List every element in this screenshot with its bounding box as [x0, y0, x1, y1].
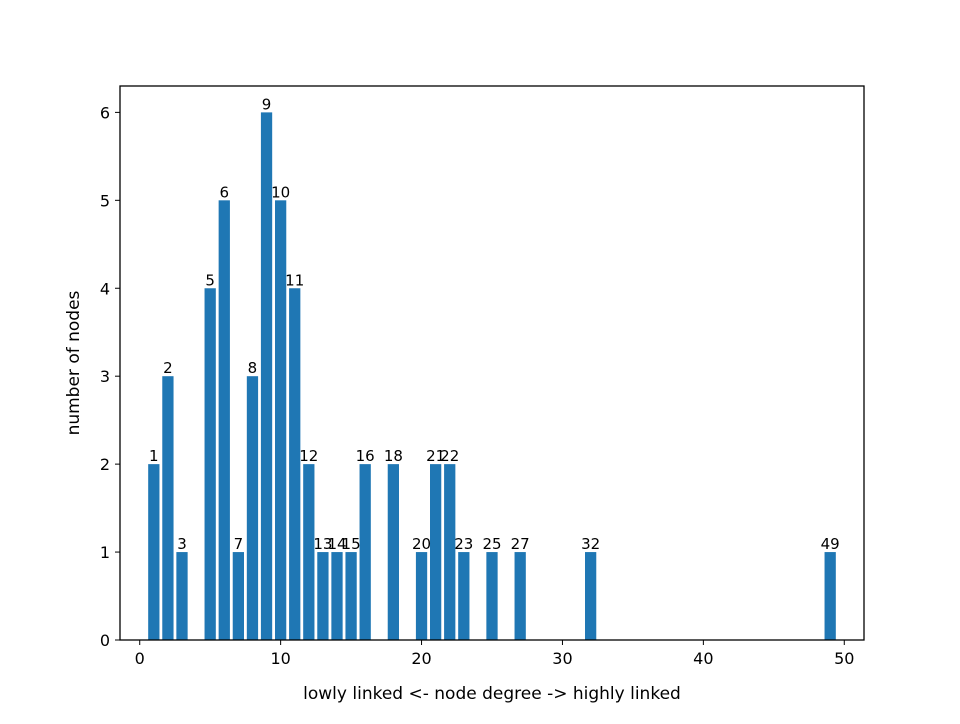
bar-value-label: 15	[342, 535, 361, 553]
bar	[387, 464, 399, 640]
bar	[176, 552, 188, 640]
plot-frame	[119, 85, 865, 641]
bar-value-label: 5	[205, 271, 215, 289]
x-axis-ticks: 0 10 20 30 40 50	[135, 640, 854, 668]
bar	[458, 552, 470, 640]
bar	[289, 288, 301, 640]
bar-value-label: 18	[384, 447, 403, 465]
bar-value-label: 25	[482, 535, 501, 553]
bar	[204, 288, 216, 640]
x-tick-label: 50	[834, 649, 854, 668]
bar-value-label: 49	[821, 535, 840, 553]
bar	[218, 200, 230, 641]
bar	[275, 200, 287, 641]
y-axis-title: number of nodes	[64, 290, 84, 435]
bar	[444, 464, 456, 640]
bars-layer	[148, 112, 836, 641]
bar	[585, 552, 597, 640]
bar-value-label: 14	[327, 535, 346, 553]
bar-value-label: 12	[299, 447, 318, 465]
bar	[317, 552, 329, 640]
y-tick-label: 1	[100, 543, 110, 562]
bar	[824, 552, 836, 640]
bar	[514, 552, 526, 640]
bar	[430, 464, 442, 640]
bar	[359, 464, 371, 640]
bar-value-label: 27	[511, 535, 530, 553]
y-tick-label: 5	[100, 191, 110, 210]
bar-value-label: 3	[177, 535, 187, 553]
bar-value-label: 22	[440, 447, 459, 465]
x-tick-label: 20	[411, 649, 431, 668]
x-tick-label: 30	[552, 649, 572, 668]
y-axis-ticks: 0 1 2 3 4 5 6	[100, 103, 120, 650]
bar	[162, 376, 174, 640]
x-tick-label: 10	[270, 649, 290, 668]
bar-value-label: 6	[219, 183, 229, 201]
bar-value-label: 2	[163, 359, 173, 377]
bar-value-label: 20	[412, 535, 431, 553]
bar-value-label: 7	[234, 535, 244, 553]
bar-value-label: 16	[356, 447, 375, 465]
x-tick-label: 0	[135, 649, 145, 668]
y-tick-label: 4	[100, 279, 110, 298]
bar-value-label: 9	[262, 95, 272, 113]
bar	[345, 552, 357, 640]
x-tick-label: 40	[693, 649, 713, 668]
bar	[232, 552, 244, 640]
y-tick-label: 2	[100, 455, 110, 474]
y-tick-label: 3	[100, 367, 110, 386]
bar-value-label: 13	[313, 535, 332, 553]
bar	[260, 112, 273, 640]
y-tick-label: 6	[100, 103, 110, 122]
bar	[415, 552, 428, 640]
bar-value-label: 11	[285, 271, 304, 289]
bar-value-label: 21	[426, 447, 445, 465]
bar-value-label: 1	[149, 447, 159, 465]
bar-value-label: 8	[248, 359, 258, 377]
bar	[246, 376, 259, 640]
y-tick-label: 0	[100, 631, 110, 650]
bar	[486, 552, 498, 640]
bar	[331, 552, 343, 640]
bar-value-label: 32	[581, 535, 600, 553]
bar	[303, 464, 315, 640]
bar	[148, 464, 160, 640]
bar-value-label: 10	[271, 183, 290, 201]
bar-value-label: 23	[454, 535, 473, 553]
x-axis-title: lowly linked <- node degree -> highly li…	[303, 684, 681, 704]
